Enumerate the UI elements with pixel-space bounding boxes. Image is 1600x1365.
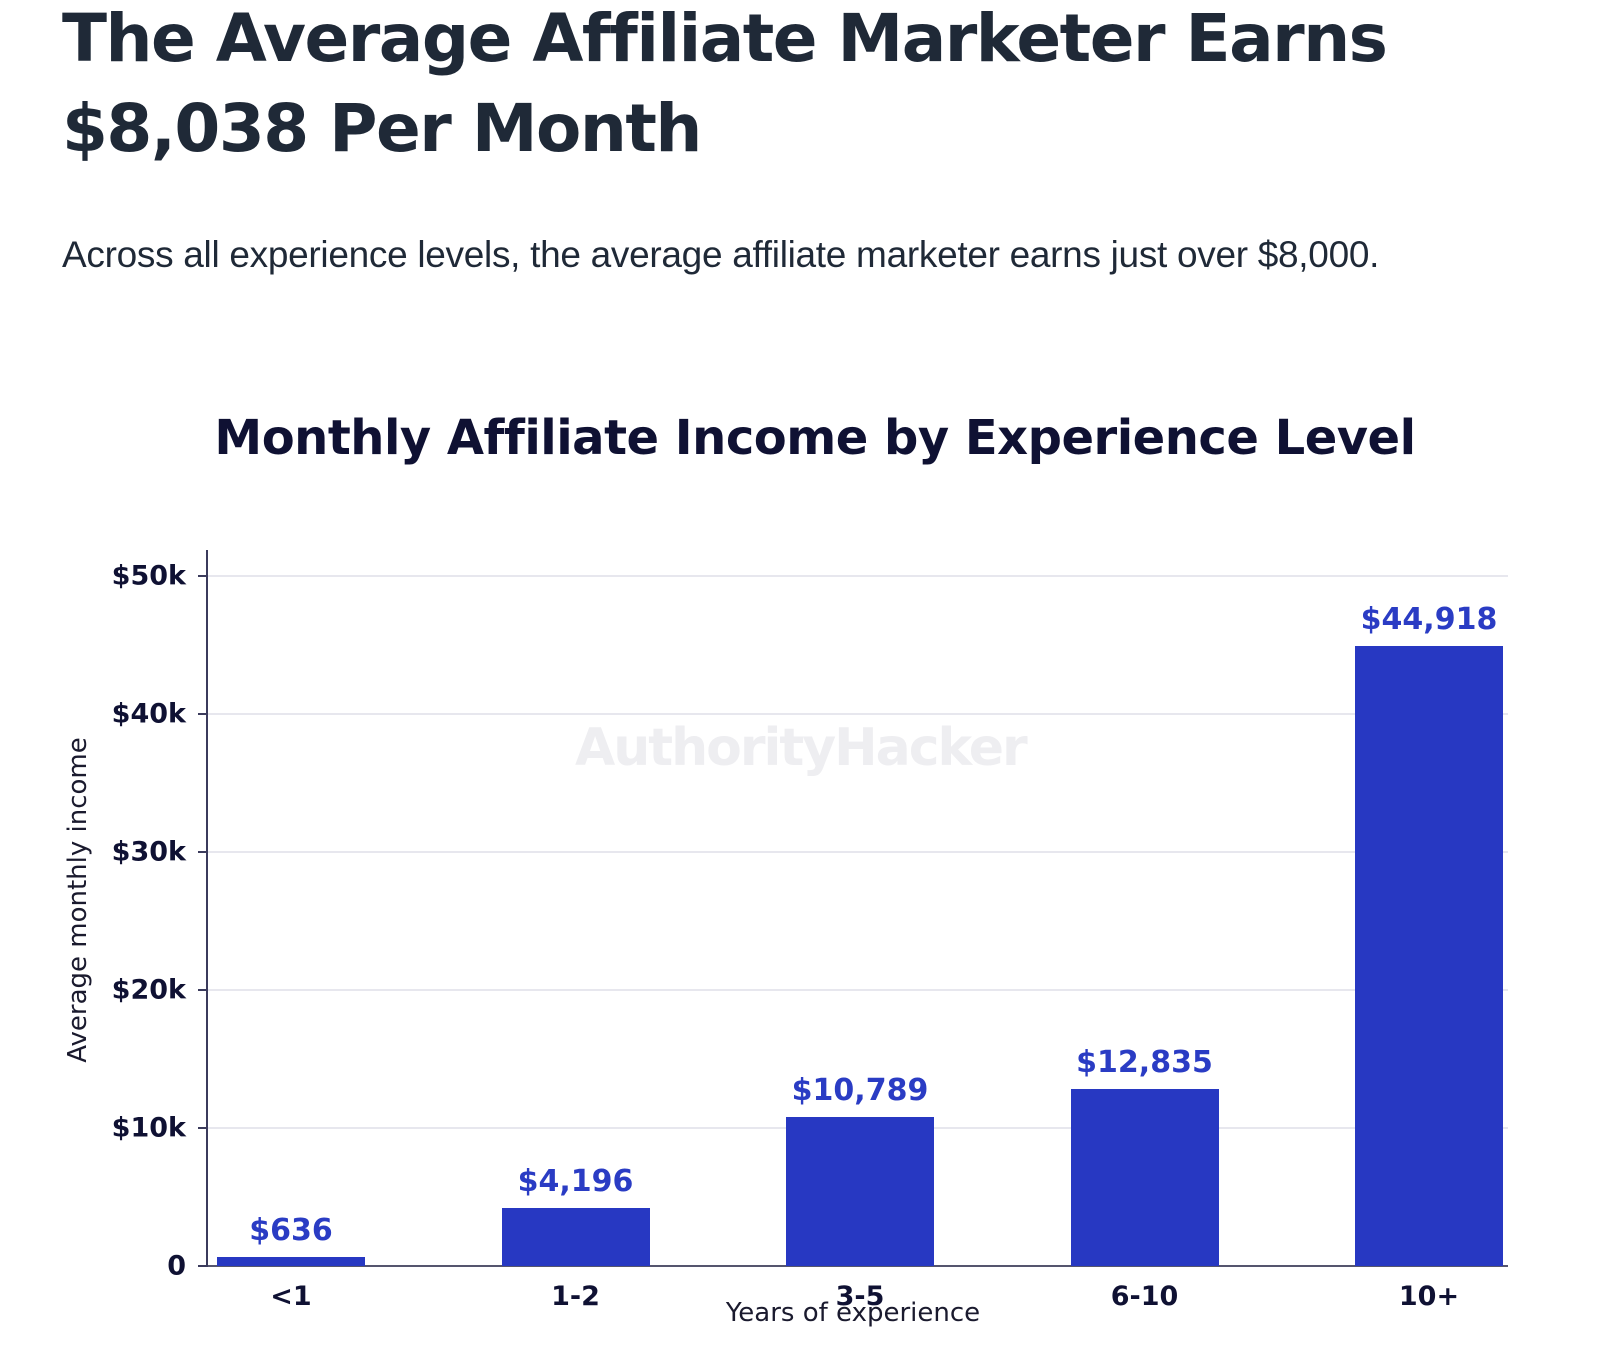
y-tick-label: $30k [111, 836, 186, 868]
y-tick-mark [198, 1127, 208, 1129]
bar-1 [217, 1257, 365, 1266]
gridline [208, 713, 1508, 715]
x-tick-label: 10+ [1398, 1281, 1460, 1312]
bar-3-5 [786, 1117, 934, 1266]
bar-value-label: $12,835 [1076, 1044, 1213, 1080]
x-axis-title: Years of experience [725, 1298, 981, 1328]
y-tick-mark [198, 989, 208, 991]
gridline [208, 989, 1508, 991]
bar-value-label: $636 [249, 1213, 333, 1249]
watermark-logo: AuthorityHacker [575, 718, 1028, 778]
x-axis-line [198, 1265, 1508, 1267]
article-headline: The Average Affiliate Marketer Earns $8,… [62, 0, 1388, 167]
chart-title: Monthly Affiliate Income by Experience L… [214, 410, 1416, 466]
article-subtitle: Across all experience levels, the averag… [62, 234, 1380, 275]
x-tick-label: <1 [270, 1281, 312, 1312]
gridline [208, 851, 1508, 853]
gridline [208, 575, 1508, 577]
bar-6-10 [1070, 1088, 1219, 1266]
y-axis-line [206, 550, 208, 1266]
y-tick-mark [198, 713, 208, 715]
x-tick-label: 1-2 [551, 1281, 600, 1312]
y-tick-label: $50k [111, 560, 186, 592]
x-tick-label: 6-10 [1110, 1281, 1179, 1312]
y-tick-label: 0 [167, 1250, 186, 1282]
chart-plot-area: 0 $10k $20k $30k $40k $50k $636 <1 $4,196 1-2 $10,… [112, 550, 1508, 1312]
bar-10 [1355, 646, 1503, 1266]
y-tick-mark [198, 575, 208, 577]
y-axis-title: Average monthly income [63, 737, 93, 1063]
y-tick-label: $40k [111, 698, 186, 730]
y-tick-mark [198, 1265, 208, 1267]
y-tick-label: $20k [111, 974, 186, 1006]
bar-value-label: $44,918 [1360, 602, 1498, 638]
bar-1-2 [501, 1208, 650, 1266]
bar-value-label: $10,789 [791, 1073, 929, 1109]
y-tick-mark [198, 851, 208, 853]
y-tick-label: $10k [111, 1112, 186, 1144]
bar-value-label: $4,196 [517, 1164, 634, 1200]
x-tick-label: 3-5 [835, 1281, 885, 1312]
